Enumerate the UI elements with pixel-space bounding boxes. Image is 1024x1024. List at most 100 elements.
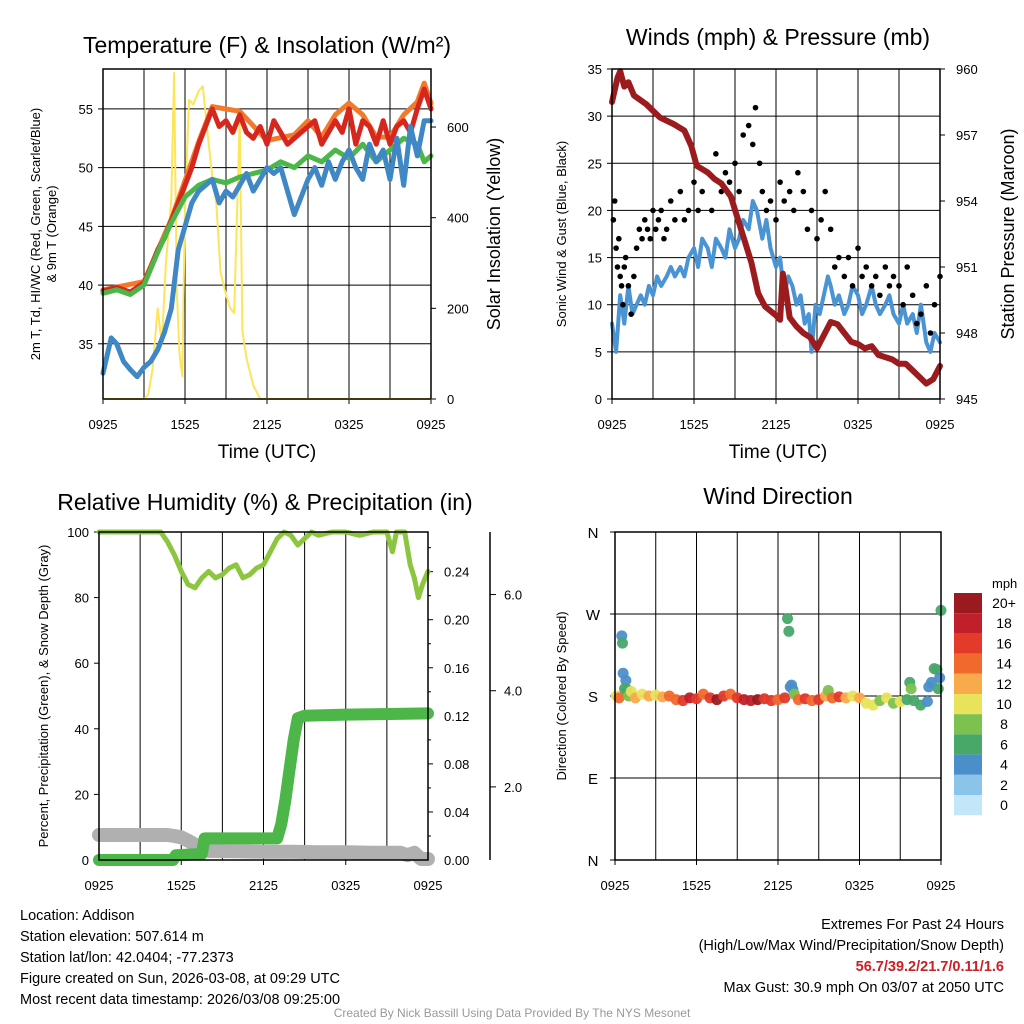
wind-x-tick-label: 1525 (680, 417, 709, 432)
snow-y-tick-label: 4.0 (504, 684, 522, 699)
extremes-values: 56.7/39.2/21.7/0.11/1.6 (855, 959, 1004, 975)
dir-y-tick-label: S (588, 689, 598, 706)
wind-y2-label: Station Pressure (Maroon) (998, 128, 1018, 339)
legend-swatch (954, 613, 982, 634)
gust-point (699, 188, 705, 195)
direction-point (616, 637, 628, 649)
legend-swatch (954, 714, 982, 735)
gust-point (722, 169, 729, 176)
temp-plot-border (102, 68, 432, 400)
gust-point (841, 273, 848, 280)
gust-point (695, 207, 701, 214)
legend-label: 16 (996, 635, 1012, 651)
gust-point (863, 264, 869, 270)
legend-label: 12 (996, 676, 1012, 692)
snow-y-tick-label: 2.0 (504, 780, 522, 795)
legend-swatch (954, 633, 982, 654)
station-info: Location: Addison Station elevation: 507… (20, 906, 340, 1011)
wind-y2-tick-label: 951 (956, 260, 978, 275)
gust-point (613, 245, 619, 251)
gust-point (658, 207, 664, 214)
gust-point (663, 226, 670, 233)
gust-point (622, 254, 629, 261)
chart-marks: 0925 1525 2125 0325 092535404550550200400600… (67, 62, 1016, 893)
legend-label: 14 (996, 656, 1012, 672)
gust-point (647, 235, 654, 242)
gust-point (927, 330, 934, 336)
gust-point (831, 264, 838, 270)
gust-point (896, 283, 902, 289)
gust-point (652, 226, 659, 233)
wind-y-tick-label: 30 (588, 109, 602, 124)
rh-y-tick-label: 0 (82, 853, 89, 868)
gust-point (644, 226, 651, 233)
dir-plot-border (614, 531, 942, 861)
legend-label: 0 (1000, 797, 1008, 813)
temp-y-tick-label: 55 (79, 102, 93, 117)
dir-chart-title: Wind Direction (703, 483, 853, 509)
rh-y2-tick-label: 0.00 (444, 853, 469, 868)
gust-point (661, 235, 667, 242)
gust-point (614, 264, 621, 270)
rh-y-tick-label: 40 (75, 722, 89, 737)
dir-x-tick-label: 0925 (601, 878, 630, 893)
direction-point (782, 613, 794, 625)
rh-y2-tick-label: 0.20 (444, 613, 469, 628)
gust-point (655, 217, 662, 223)
gust-point (631, 273, 637, 280)
wind-y-tick-label: 0 (595, 392, 602, 407)
temp-x-label: Time (UTC) (218, 442, 317, 463)
wind-y-tick-label: 15 (588, 251, 602, 266)
gust-point (759, 188, 766, 195)
rh-x-tick-label: 0925 (85, 878, 114, 893)
rh-y-tick-label: 100 (67, 525, 89, 540)
gust-point (677, 188, 684, 195)
direction-point (932, 683, 944, 695)
gust-point (827, 226, 834, 233)
temp-y-tick-label: 50 (79, 161, 93, 176)
temp-x-tick-label: 0925 (89, 417, 118, 432)
gust-point (900, 301, 906, 308)
dir-x-tick-label: 0925 (927, 878, 956, 893)
legend-title: mph (992, 576, 1017, 591)
gust-point (923, 283, 930, 289)
gust-point (808, 207, 815, 214)
gust-point (790, 207, 797, 214)
wind-plot-border (611, 68, 941, 400)
legend-swatch (954, 694, 982, 715)
gust-point (849, 283, 856, 289)
wind-y-tick-label: 25 (588, 156, 602, 171)
series-precipitation (93, 707, 434, 866)
rh-chart-title: Relative Humidity (%) & Precipitation (i… (57, 489, 472, 515)
legend-swatch (954, 593, 982, 614)
gust-point (685, 207, 692, 214)
dir-x-tick-label: 1525 (682, 878, 711, 893)
gust-point (767, 198, 774, 204)
wind-y2-tick-label: 948 (956, 326, 978, 341)
gust-point (909, 292, 916, 299)
gust-point (781, 198, 787, 204)
gust-point (872, 273, 879, 280)
gust-point (745, 122, 752, 129)
legend-swatch (954, 754, 982, 775)
gust-point (855, 245, 861, 251)
max-gust-text: Max Gust: 30.9 mph On 03/07 at 2050 UTC (723, 980, 1004, 996)
series-td (100, 118, 434, 380)
gust-point (931, 301, 938, 308)
wind-y-tick-label: 35 (588, 62, 602, 77)
legend-label: 8 (1000, 716, 1008, 732)
gust-point (691, 179, 697, 185)
rh-y-tick-label: 20 (75, 787, 89, 802)
latlon-text: Station lat/lon: 42.0404; -77.2373 (20, 950, 234, 966)
gust-point (777, 179, 783, 185)
direction-point (905, 683, 917, 695)
temp-y-label-line1: 2m T, Td, HI/WC (Red, Green, Scarlet/Blu… (28, 108, 43, 360)
wind-x-tick-label: 0925 (598, 417, 627, 432)
gust-point (786, 188, 793, 195)
legend-swatch (954, 673, 982, 694)
dir-y-tick-label: W (586, 607, 601, 624)
wind-y-tick-label: 20 (588, 203, 602, 218)
temp-chart-title: Temperature (F) & Insolation (W/m²) (83, 32, 451, 58)
temp-y-tick-label: 35 (79, 337, 93, 352)
